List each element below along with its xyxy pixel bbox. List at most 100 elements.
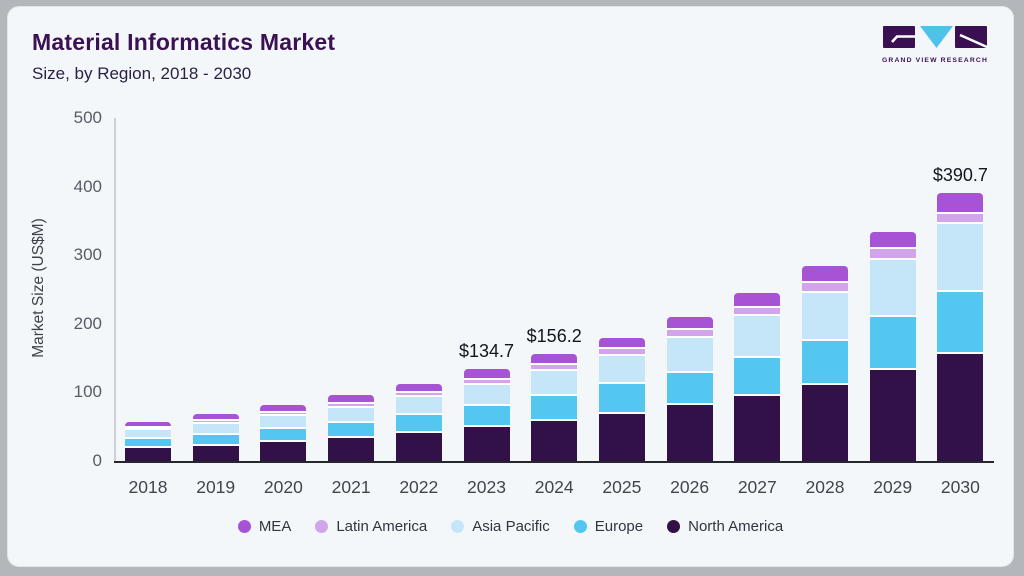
bar-segment-mea [192,414,239,420]
bar-segment-mea [937,193,984,212]
legend-label: MEA [258,518,292,535]
bar-segment-north-america [734,393,781,461]
bar-segment-mea [666,317,713,329]
bar-segment-latin-america [125,425,171,429]
legend-dot-icon [573,520,587,533]
bar-segment-europe [937,289,984,353]
y-tick-label: 200 [73,313,102,333]
y-axis-title: Market Size (US$M) [30,218,47,358]
bar-segment-asia-pacific [260,414,307,427]
bar-segment-mea [734,293,781,306]
bar-segment-asia-pacific [463,382,510,404]
x-axis-year-label: 2030 [940,477,980,497]
x-axis-year-label: 2023 [467,477,506,497]
chart-card: Material Informatics Market Size, by Reg… [7,6,1014,567]
bar-segment-asia-pacific [328,405,375,421]
legend-dot-icon [667,520,681,533]
bar-segment-europe [531,393,578,420]
bar-segment-latin-america [531,363,578,370]
bar-segment-latin-america [192,419,239,423]
bar-segment-asia-pacific [598,354,645,382]
bar-segment-mea [531,354,578,364]
legend-dot-icon [315,520,329,533]
bar-segment-north-america [666,403,713,461]
bar-segment-europe [666,370,713,404]
bar-segment-europe [598,381,645,412]
page-title: Material Informatics Market [32,29,336,55]
x-axis-year-label: 2018 [128,477,168,497]
bar-total-label: $134.7 [458,340,515,361]
bar-segment-latin-america [395,390,442,396]
bar-segment-north-america [802,382,848,461]
bar-segment-latin-america [463,377,510,383]
legend-item-europe: Europe [573,518,644,535]
x-axis-year-label: 2020 [263,477,303,497]
chart-legend: MEA Latin America Asia Pacific Europe North … [8,518,1013,535]
bar-segment-latin-america [328,401,375,406]
bar-segment-europe [869,315,916,368]
gvr-logo: GRAND VIEW RESEARCH [882,26,988,64]
legend-dot-icon [451,520,465,533]
bar-segment-mea [395,383,442,391]
bar-segment-latin-america [734,305,781,315]
legend-item-north-america: North America [667,518,783,535]
legend-item-asia-pacific: Asia Pacific [451,518,550,535]
bar-segment-europe [802,339,848,383]
bar-segment-asia-pacific [734,314,781,356]
x-axis-line [114,461,994,463]
bar-segment-north-america [598,412,645,461]
bar-segment-mea [463,368,510,378]
logo-caption: GRAND VIEW RESEARCH [882,57,988,64]
logo-v-triangle [920,26,953,48]
bar-segment-latin-america [260,410,307,415]
legend-label: North America [688,518,784,535]
bar-segment-europe [328,420,375,436]
bar-total-label: $390.7 [932,165,988,186]
x-axis-year-label: 2027 [737,477,777,497]
bar-segment-europe [734,355,781,394]
bar-segment-latin-america [937,211,984,223]
legend-label: Latin America [336,518,428,535]
bar-segment-asia-pacific [802,291,848,340]
x-axis-year-label: 2024 [534,477,574,497]
legend-label: Europe [594,518,644,535]
x-axis-year-label: 2029 [873,477,913,497]
bar-segment-north-america [463,425,510,461]
bar-segment-europe [192,432,239,444]
bar-segment-latin-america [666,328,713,337]
bar-segment-north-america [192,443,239,461]
y-tick-label: 0 [92,450,102,470]
bar-segment-asia-pacific [192,422,239,433]
x-axis-year-label: 2019 [196,477,236,497]
bar-segment-north-america [260,439,307,461]
bar-segment-mea [260,404,307,411]
bar-segment-europe [463,403,510,426]
y-tick-label: 300 [73,245,102,264]
bar-segment-asia-pacific [125,428,171,438]
x-axis-year-label: 2025 [602,477,642,497]
page-subtitle: Size, by Region, 2018 - 2030 [32,64,252,83]
legend-label: Asia Pacific [472,518,550,535]
bar-segment-mea [802,265,848,282]
y-tick-label: 500 [73,108,102,127]
bar-segment-asia-pacific [937,222,984,290]
legend-item-mea: MEA [237,518,292,535]
bar-segment-mea [125,421,171,426]
bar-segment-north-america [937,352,984,461]
bar-segment-asia-pacific [531,369,578,394]
bar-segment-mea [598,337,645,348]
bar-segment-latin-america [869,247,916,258]
bar-segment-north-america [531,419,578,461]
bar-segment-mea [869,231,916,248]
x-axis-year-label: 2021 [331,477,371,497]
bar-segment-asia-pacific [666,336,713,371]
bar-segment-latin-america [598,347,645,355]
bar-segment-north-america [869,367,916,461]
y-tick-label: 100 [73,382,102,401]
x-axis-year-label: 2022 [399,477,439,497]
bar-segment-europe [125,437,171,447]
bar-segment-asia-pacific [869,257,916,316]
bar-segment-north-america [328,435,375,461]
bar-segment-latin-america [802,281,848,292]
legend-item-latin-america: Latin America [315,518,427,535]
